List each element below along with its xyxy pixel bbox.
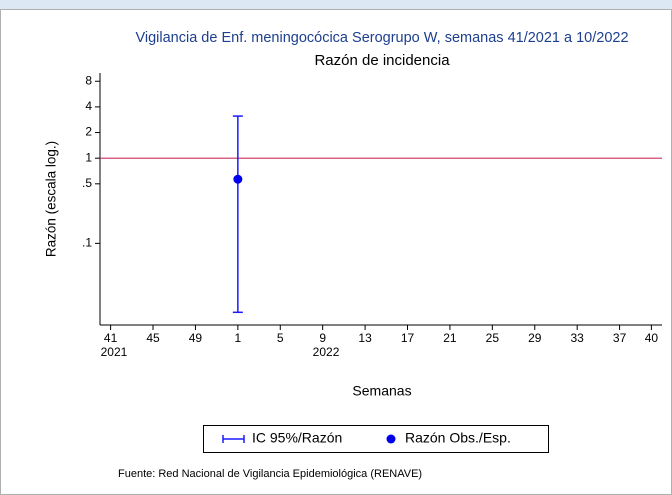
chart-subtitle: Razón de incidencia xyxy=(314,52,450,69)
x-tick-label: 21 xyxy=(443,331,457,345)
x-tick-label: 29 xyxy=(528,331,542,345)
x-tick-label: 41 xyxy=(104,331,118,345)
y-tick-label: 1 xyxy=(85,150,92,164)
legend-label: Razón Obs./Esp. xyxy=(405,430,511,446)
x-tick-label: 13 xyxy=(358,331,372,345)
x-tick-label: 9 xyxy=(319,331,326,345)
x-tick-label: 37 xyxy=(613,331,627,345)
x-tick-label: 49 xyxy=(189,331,203,345)
legend-swatch xyxy=(386,434,396,444)
x-tick-label: 1 xyxy=(235,331,242,345)
source-note: Fuente: Red Nacional de Vigilancia Epide… xyxy=(118,468,422,480)
x-tick-label: 5 xyxy=(277,331,284,345)
y-axis-title: Razón (escala log.) xyxy=(44,141,59,257)
point xyxy=(233,174,243,184)
x-tick-label: 40 xyxy=(645,331,659,345)
top-bar xyxy=(0,0,672,9)
y-tick-label: 2 xyxy=(85,125,92,139)
year-label: 2022 xyxy=(313,345,340,359)
x-tick-label: 33 xyxy=(570,331,584,345)
legend-label: IC 95%/Razón xyxy=(252,430,342,446)
x-tick-label: 45 xyxy=(146,331,160,345)
x-axis-title: Semanas xyxy=(352,383,411,399)
year-label: 2021 xyxy=(101,345,128,359)
x-tick-label: 25 xyxy=(486,331,500,345)
y-tick-label: 4 xyxy=(85,99,92,113)
y-tick-label: .1 xyxy=(82,236,92,250)
y-tick-label: 8 xyxy=(85,73,92,87)
chart-title: Vigilancia de Enf. meningocócica Serogru… xyxy=(135,30,628,46)
x-tick-label: 17 xyxy=(401,331,415,345)
legend xyxy=(203,425,549,453)
y-tick-label: .5 xyxy=(82,176,92,190)
